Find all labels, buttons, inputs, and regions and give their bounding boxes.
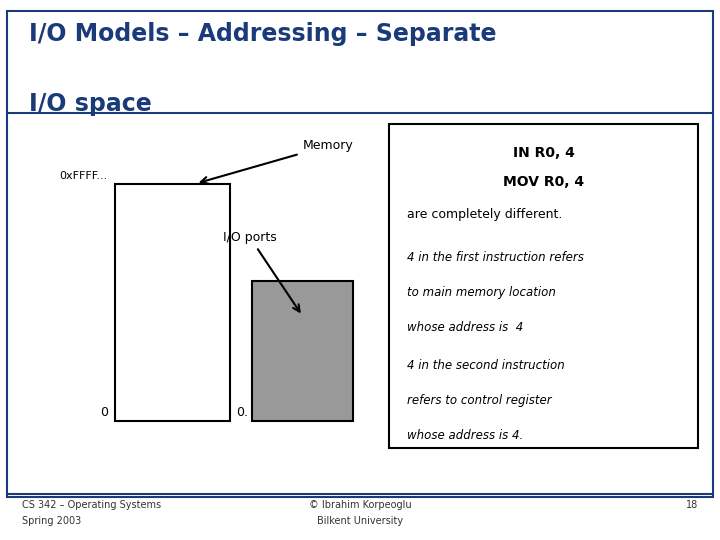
Bar	[115, 184, 230, 421]
Text: MOV R0, 4: MOV R0, 4	[503, 176, 584, 190]
Text: refers to control register: refers to control register	[407, 394, 552, 407]
Text: whose address is  4: whose address is 4	[407, 321, 523, 334]
Text: I/O ports: I/O ports	[223, 231, 300, 312]
Text: 4 in the first instruction refers: 4 in the first instruction refers	[407, 251, 584, 264]
Text: to main memory location: to main memory location	[407, 286, 556, 299]
Text: 18: 18	[686, 500, 698, 510]
Text: CS 342 – Operating Systems: CS 342 – Operating Systems	[22, 500, 161, 510]
Text: 0.: 0.	[236, 406, 248, 419]
Text: Spring 2003: Spring 2003	[22, 516, 81, 526]
Text: are completely different.: are completely different.	[407, 208, 562, 221]
Bar	[252, 281, 353, 421]
Text: 4 in the second instruction: 4 in the second instruction	[407, 359, 564, 372]
Text: I/O space: I/O space	[29, 92, 151, 116]
Text: 0xFFFF...: 0xFFFF...	[60, 171, 108, 181]
Text: I/O Models – Addressing – Separate: I/O Models – Addressing – Separate	[29, 22, 496, 45]
Text: 0: 0	[100, 406, 108, 419]
Bar	[389, 124, 698, 448]
Text: whose address is 4.: whose address is 4.	[407, 429, 523, 442]
Text: Bilkent University: Bilkent University	[317, 516, 403, 526]
Text: IN R0, 4: IN R0, 4	[513, 146, 575, 160]
Text: © Ibrahim Korpeoglu: © Ibrahim Korpeoglu	[309, 500, 411, 510]
Text: Memory: Memory	[201, 139, 353, 184]
